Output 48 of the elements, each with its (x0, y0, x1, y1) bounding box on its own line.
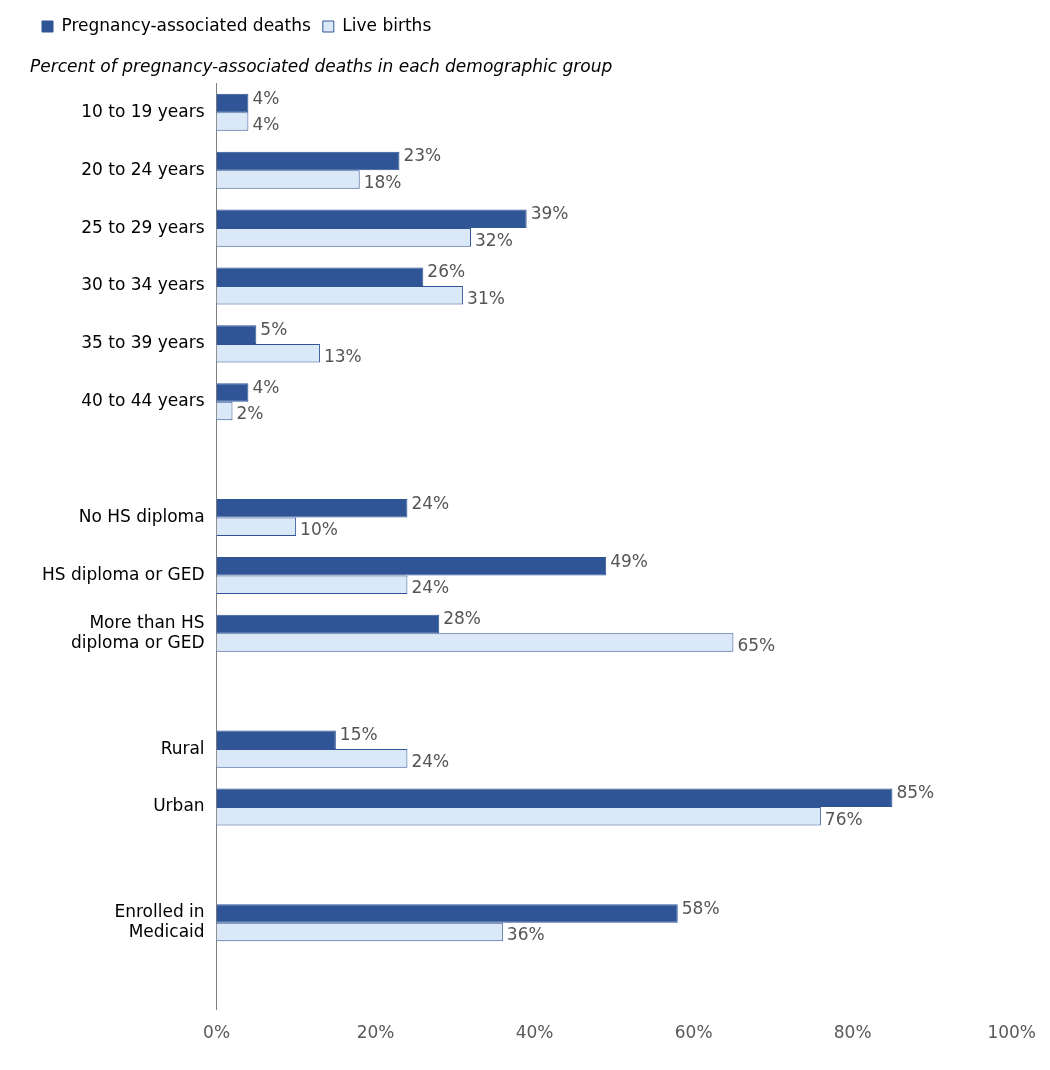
data-label: 10% (300, 519, 338, 540)
data-label: 2% (236, 403, 264, 424)
data-label: 49% (610, 550, 648, 571)
data-label: 65% (737, 635, 776, 656)
y-tick-label: No HS diploma (78, 505, 205, 526)
data-label: 76% (824, 808, 863, 829)
x-tick-label: 0% (203, 1022, 231, 1043)
data-label: 23% (403, 145, 442, 166)
y-tick-label: 20 to 24 years (81, 158, 205, 179)
data-label: 24% (411, 750, 450, 771)
legend-label: Pregnancy-associated deaths (61, 14, 311, 35)
data-label: 39% (530, 203, 569, 224)
x-tick-label: 20% (356, 1022, 395, 1043)
y-tick-label: 30 to 34 years (81, 274, 205, 295)
data-label: 13% (323, 345, 362, 366)
x-tick-label: 100% (987, 1022, 1036, 1043)
data-label: 26% (427, 261, 466, 282)
y-tick-label: Enrolled in Medicaid (114, 900, 205, 942)
legend-label: Live births (342, 14, 432, 35)
y-tick-label: Urban (153, 795, 205, 816)
x-tick-label: 60% (674, 1022, 713, 1043)
y-tick-label: 40 to 44 years (81, 390, 205, 411)
y-tick-label: HS diploma or GED (41, 563, 205, 584)
data-label: 4% (252, 87, 280, 108)
data-label: 28% (443, 608, 482, 629)
data-label: 4% (252, 376, 280, 397)
data-label: 24% (411, 577, 450, 598)
bar (216, 788, 893, 807)
data-label: 4% (252, 114, 280, 135)
data-label: 36% (506, 924, 545, 945)
y-tick-label: More than HS diploma or GED (70, 611, 205, 652)
y-tick-label: 25 to 29 years (81, 216, 205, 237)
data-label: 58% (681, 897, 720, 918)
data-label: 85% (896, 782, 935, 803)
y-tick-label: Rural (160, 737, 205, 758)
y-tick-label: 10 to 19 years (81, 100, 205, 121)
x-tick-label: 40% (515, 1022, 554, 1043)
data-label: 5% (260, 319, 288, 340)
bar (216, 151, 400, 171)
chart-title: Percent of pregnancy-associated deaths in each demographic group (30, 55, 613, 76)
data-label: 31% (467, 287, 505, 308)
bar (216, 614, 440, 634)
data-label: 15% (339, 724, 378, 745)
y-tick-label: 35 to 39 years (81, 332, 205, 353)
x-tick-label: 80% (833, 1022, 872, 1043)
data-label: 24% (411, 492, 450, 513)
data-label: 32% (475, 229, 513, 250)
data-label: 18% (363, 171, 402, 192)
